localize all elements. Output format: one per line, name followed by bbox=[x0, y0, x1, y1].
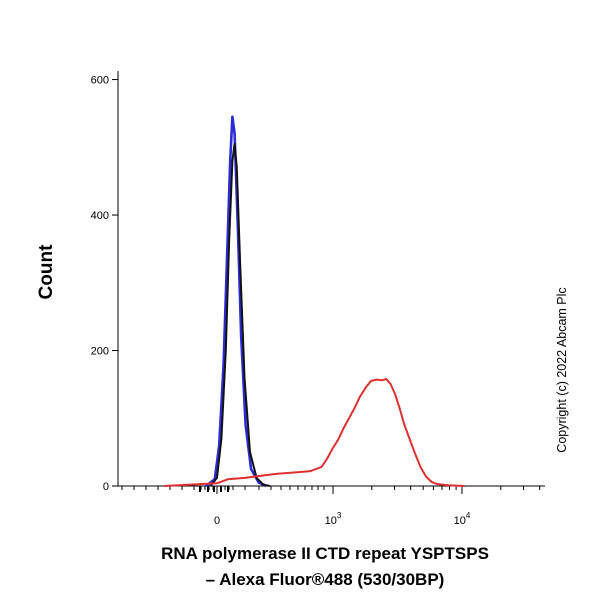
y-tick-label-0: 0 bbox=[103, 481, 109, 493]
x-tick-label-1: 103 bbox=[325, 511, 342, 527]
copyright-notice: Copyright (c) 2022 Abcam Plc bbox=[555, 287, 569, 452]
y-tick-label-1: 200 bbox=[91, 346, 109, 358]
x-tick-label-0: 0 bbox=[214, 515, 220, 527]
y-axis-label: Count bbox=[36, 244, 57, 300]
x-tick-label-2: 104 bbox=[454, 511, 471, 527]
y-tick-label-3: 600 bbox=[91, 75, 109, 87]
x-axis-label-line-2: – Alexa Fluor®488 (530/30BP) bbox=[206, 570, 445, 589]
series-line-2 bbox=[164, 378, 465, 487]
series-line-1 bbox=[209, 142, 271, 487]
x-axis-label-line-1: RNA polymerase II CTD repeat YSPTSPS bbox=[161, 544, 489, 563]
plot-area: 0 200 400 600 0 103 104 bbox=[91, 71, 545, 527]
series-line-0 bbox=[205, 115, 268, 488]
y-tick-label-2: 400 bbox=[91, 210, 109, 222]
